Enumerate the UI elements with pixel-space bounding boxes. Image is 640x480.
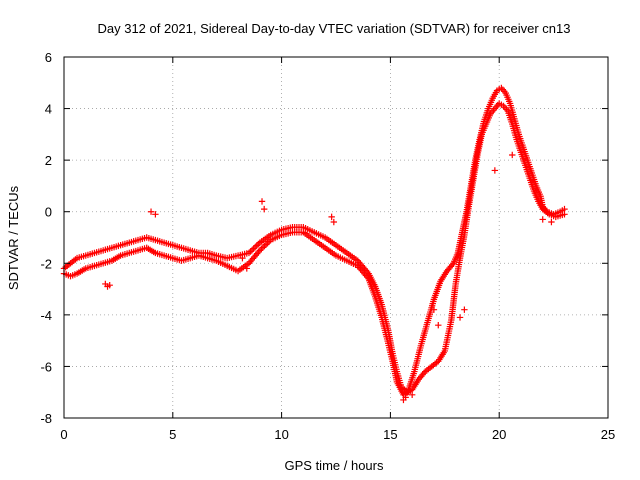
axis-ticks — [63, 56, 609, 419]
plot-frame — [63, 56, 609, 419]
y-tick-label: 4 — [45, 102, 52, 117]
grid-lines — [64, 57, 608, 418]
y-tick-label: -2 — [40, 256, 52, 271]
y-tick-label: -4 — [40, 308, 52, 323]
data-point — [456, 314, 464, 321]
x-tick-label: 25 — [601, 427, 615, 442]
y-tick-label: 0 — [45, 205, 52, 220]
data-point — [253, 242, 260, 249]
data-point — [250, 245, 257, 252]
y-axis-label: SDTVAR / TECUs — [6, 185, 21, 290]
data-point — [539, 216, 546, 223]
data-point — [548, 218, 555, 226]
data-points — [60, 84, 568, 404]
data-point — [461, 306, 468, 313]
x-tick-label: 5 — [169, 427, 176, 442]
x-tick-label: 15 — [383, 427, 397, 442]
data-point — [328, 213, 335, 221]
data-point — [561, 211, 568, 218]
data-point — [106, 282, 113, 289]
y-tick-label: 2 — [45, 153, 52, 168]
data-point — [491, 167, 499, 174]
data-point — [430, 306, 438, 313]
data-point — [509, 151, 516, 159]
x-tick-label: 10 — [274, 427, 288, 442]
y-tick-label: -6 — [40, 359, 52, 374]
data-point — [261, 242, 268, 250]
y-tick-label: 6 — [45, 50, 52, 65]
x-tick-labels: 0 5 10 15 20 25 — [60, 427, 615, 442]
data-point — [152, 211, 159, 218]
data-point — [239, 254, 246, 262]
chart-title: Day 312 of 2021, Sidereal Day-to-day VTE… — [97, 21, 570, 36]
data-point — [258, 245, 265, 253]
data-point — [259, 244, 267, 251]
data-point — [248, 246, 256, 254]
x-tick-label: 0 — [60, 427, 67, 442]
data-point — [435, 321, 442, 329]
x-axis-label: GPS time / hours — [285, 458, 384, 473]
data-point — [402, 394, 409, 401]
data-point — [251, 243, 259, 251]
data-point — [147, 208, 155, 215]
data-point — [408, 391, 416, 398]
x-tick-label: 20 — [492, 427, 506, 442]
y-tick-labels: -8 -6 -4 -2 0 2 4 6 — [40, 50, 52, 426]
data-point — [330, 218, 338, 226]
y-tick-label: -8 — [40, 411, 52, 426]
data-point — [243, 265, 250, 272]
data-point — [258, 198, 266, 205]
data-point — [260, 205, 268, 213]
